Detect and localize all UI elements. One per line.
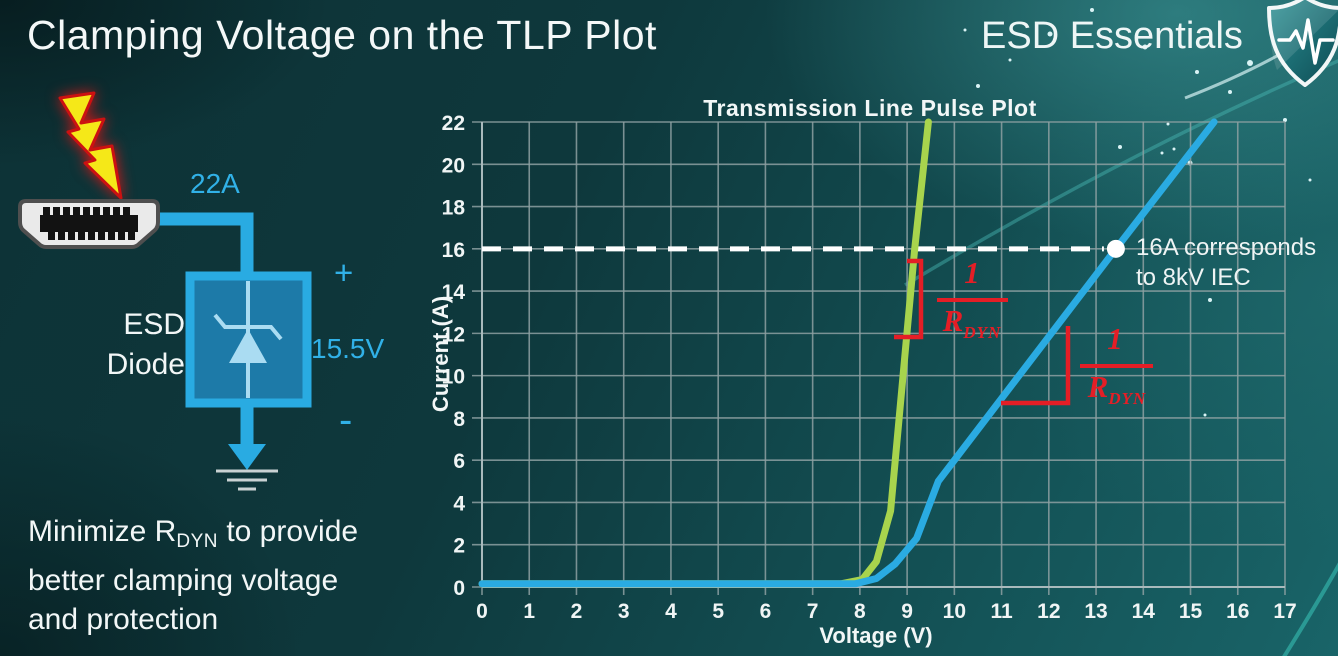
ground-icon xyxy=(216,403,278,491)
esd-essentials-shield-icon xyxy=(1267,0,1338,87)
y-tick-label: 14 xyxy=(442,281,466,304)
swoosh-arc-corner xyxy=(1282,562,1338,656)
takeaway-note: Minimize RDYN to provide better clamping… xyxy=(28,512,358,639)
x-tick-label: 16 xyxy=(1226,600,1249,623)
x-tick-label: 15 xyxy=(1179,600,1203,623)
brand-name: ESD Essentials xyxy=(981,15,1243,57)
chart-title: Transmission Line Pulse Plot xyxy=(703,95,1037,121)
x-tick-label: 7 xyxy=(807,600,819,623)
y-tick-label: 18 xyxy=(442,197,466,220)
slope-triangle-blue xyxy=(1001,326,1071,406)
x-tick-label: 0 xyxy=(476,600,488,623)
page-title: Clamping Voltage on the TLP Plot xyxy=(27,12,657,58)
rdyn-fraction-bar-blue xyxy=(1080,364,1153,368)
y-tick-label: 22 xyxy=(442,112,465,135)
clamping-voltage-label: 15.5V xyxy=(311,333,385,364)
y-tick-label: 2 xyxy=(453,535,465,558)
plus-label: + xyxy=(334,254,354,291)
x-tick-label: 13 xyxy=(1084,600,1107,623)
marker-annotation: 16A corresponds to 8kV IEC xyxy=(1136,233,1316,293)
lightning-icon xyxy=(58,91,123,200)
x-tick-label: 17 xyxy=(1273,600,1296,623)
x-tick-label: 4 xyxy=(665,600,677,623)
y-tick-label: 0 xyxy=(453,577,465,600)
esd-diode-label: ESD Diode xyxy=(106,308,185,381)
minus-label: - xyxy=(339,398,353,442)
y-tick-label: 12 xyxy=(442,323,465,346)
rdyn-fraction-denominator-green: RDYN xyxy=(942,303,1002,342)
wire xyxy=(156,212,254,280)
rdyn-subscript: DYN xyxy=(176,531,218,552)
y-tick-label: 4 xyxy=(453,492,465,515)
circuit-diagram xyxy=(18,91,312,491)
note-line-1: Minimize RDYN to provide xyxy=(28,515,359,552)
marker-dot xyxy=(1106,239,1125,258)
rdyn-fraction-denominator-blue: RDYN xyxy=(1087,369,1147,408)
x-tick-label: 12 xyxy=(1037,600,1060,623)
y-tick-label: 20 xyxy=(442,154,465,177)
x-tick-label: 2 xyxy=(571,600,583,623)
y-tick-label: 6 xyxy=(453,450,465,473)
y-tick-label: 10 xyxy=(442,366,465,389)
rise-bracket-green xyxy=(894,258,924,340)
x-tick-label: 6 xyxy=(760,600,772,623)
x-tick-label: 5 xyxy=(712,600,724,623)
hdmi-connector-icon xyxy=(18,199,160,249)
surge-current-label: 22A xyxy=(190,168,240,199)
x-tick-label: 9 xyxy=(901,600,913,623)
x-tick-label: 11 xyxy=(990,600,1013,623)
y-axis-title: Current (A) xyxy=(428,295,453,413)
x-tick-label: 14 xyxy=(1132,600,1156,623)
x-tick-label: 3 xyxy=(618,600,630,623)
x-tick-label: 10 xyxy=(943,600,966,623)
series-high-rdyn-diode xyxy=(478,118,1218,588)
marker-annotation-line-1: 16A corresponds xyxy=(1136,234,1317,261)
note-line-3: and protection xyxy=(28,603,219,636)
pulse-line-icon xyxy=(1277,18,1335,65)
x-axis-title: Voltage (V) xyxy=(819,623,933,648)
rdyn-fraction-numerator-blue: 1 xyxy=(1107,321,1123,356)
y-tick-label: 16 xyxy=(442,239,465,262)
esd-diode-symbol xyxy=(185,271,312,408)
y-tick-label: 8 xyxy=(453,408,465,431)
x-tick-label: 8 xyxy=(854,600,866,623)
marker-annotation-line-2: to 8kV IEC xyxy=(1136,264,1251,291)
shield-sheen xyxy=(1269,0,1338,70)
x-tick-label: 1 xyxy=(523,600,535,623)
rdyn-fraction-numerator-green: 1 xyxy=(964,255,980,290)
note-line-2: better clamping voltage xyxy=(28,564,339,597)
rdyn-fraction-bar-green xyxy=(937,298,1008,302)
